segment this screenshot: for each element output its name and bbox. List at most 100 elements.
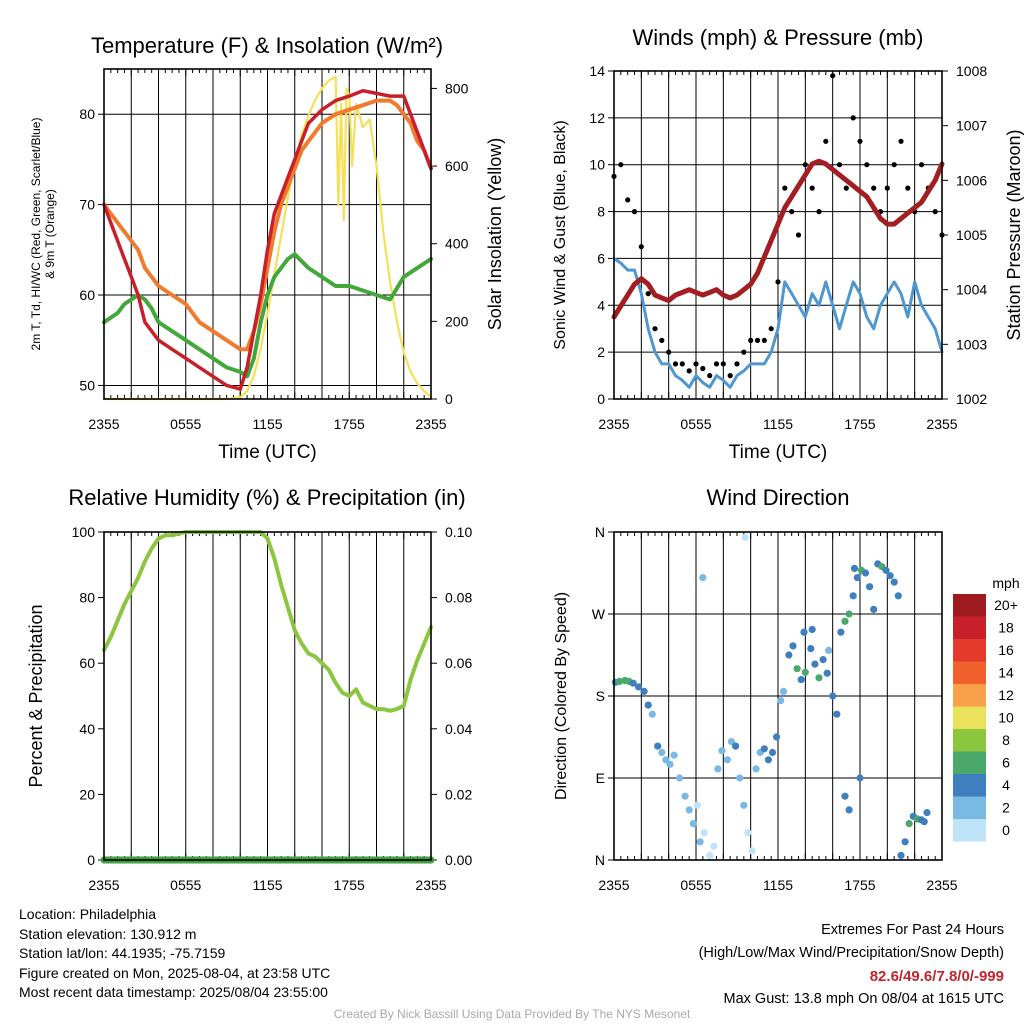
- y-right-tick-label: 0.04: [445, 721, 472, 737]
- gust-point: [707, 373, 713, 379]
- x-tick-label: 1755: [334, 416, 365, 432]
- wind-direction-point: [801, 668, 809, 676]
- gust-point: [618, 162, 624, 168]
- colorbar-level-label: 20+: [994, 597, 1018, 613]
- x-axis-label: Time (UTC): [218, 442, 317, 463]
- colorbar-level-label: 8: [1002, 732, 1010, 748]
- colorbar-level-label: 16: [998, 642, 1014, 658]
- most-recent-timestamp: Most recent data timestamp: 2025/08/04 2…: [19, 984, 328, 1000]
- gust-point: [836, 162, 843, 168]
- gust-point: [672, 361, 679, 367]
- credit-line: Created By Nick Bassill Using Data Provi…: [333, 1007, 691, 1021]
- plot-frame: [103, 68, 432, 400]
- extremes-title: Extremes For Past 24 Hours: [821, 922, 1004, 938]
- wind-direction-point: [829, 692, 837, 700]
- y-tick-label: 80: [79, 106, 95, 122]
- extremes-summary: Extremes For Past 24 Hours (High/Low/Max…: [699, 919, 1004, 1011]
- x-tick-label: 0555: [170, 877, 201, 893]
- dewpoint-line: [102, 252, 433, 379]
- colorbar-level-label: 4: [1002, 777, 1010, 793]
- y-right-tick-label: 1004: [956, 282, 987, 298]
- y-tick-label: 100: [72, 524, 96, 540]
- station-pressure-line: [611, 158, 945, 320]
- y-right-tick-label: 0: [445, 391, 453, 407]
- y-right-tick-label: 1003: [956, 336, 987, 352]
- gust-point: [809, 185, 815, 191]
- wind-direction-point: [833, 710, 841, 718]
- wind-direction-point: [629, 679, 637, 687]
- y-right-axis-label: Station Pressure (Maroon): [1004, 129, 1024, 340]
- colorbar-level-label: 6: [1002, 755, 1010, 771]
- x-tick-label: 0555: [680, 416, 711, 432]
- wind-direction-point: [676, 774, 684, 782]
- chart-title: Winds (mph) & Pressure (mb): [633, 25, 924, 50]
- y-tick-label: E: [596, 770, 605, 786]
- plot-frame: [103, 531, 432, 861]
- x-tick-label: 1155: [252, 416, 282, 432]
- x-tick-label: 1155: [763, 877, 793, 893]
- y-right-axis-label: Solar Insolation (Yellow): [485, 138, 505, 330]
- gust-point: [713, 361, 720, 367]
- wind-direction-point: [815, 674, 823, 682]
- wind-direction-point: [723, 756, 732, 764]
- x-axis-label: Time (UTC): [729, 442, 828, 463]
- wind-direction-point: [744, 829, 752, 837]
- wind-direction-point: [920, 818, 928, 826]
- wind-direction-point: [845, 806, 853, 814]
- x-tick-label: 2355: [926, 877, 957, 893]
- y-tick-label: 2: [597, 344, 605, 360]
- y-right-tick-label: 400: [445, 236, 469, 252]
- wind-direction-point: [736, 774, 744, 782]
- x-tick-label: 1755: [334, 877, 365, 893]
- y-right-tick-label: 0.08: [445, 590, 472, 606]
- colorbar-level-label: 2: [1002, 800, 1010, 816]
- y-right-tick-label: 1002: [956, 391, 987, 407]
- gust-point: [638, 244, 644, 250]
- wind-direction-point: [841, 792, 849, 800]
- colorbar-swatch: [953, 819, 986, 842]
- station-elevation: Station elevation: 130.912 m: [19, 925, 197, 942]
- x-tick-label: 2355: [415, 877, 446, 893]
- colorbar-swatch: [953, 774, 986, 797]
- gust-point: [666, 349, 672, 355]
- wind-direction-point: [886, 572, 894, 580]
- chart-title: Wind Direction: [706, 485, 849, 510]
- wind-direction-point: [897, 851, 905, 860]
- wind-direction-point: [654, 742, 662, 750]
- wind-direction-point: [901, 838, 909, 846]
- gust-point: [843, 185, 849, 191]
- y-tick-label: 0: [87, 852, 95, 868]
- figure-created: Figure created on Mon, 2025-08-04, at 23…: [19, 964, 331, 981]
- wind-direction-point: [785, 651, 793, 659]
- wind-direction-point: [658, 748, 666, 757]
- extremes-values: 82.6/49.6/7.8/0/-999: [869, 968, 1004, 985]
- wind-direction-point: [710, 842, 718, 850]
- x-tick-label: 2355: [88, 416, 119, 432]
- y-right-tick-label: 0.06: [445, 655, 472, 671]
- colorbar-swatch: [953, 751, 986, 774]
- wind-direction-point: [670, 751, 678, 759]
- wind-direction-point: [764, 756, 773, 764]
- x-tick-label: 2355: [598, 416, 629, 432]
- wind-direction-point: [648, 710, 656, 718]
- wind-direction-point: [789, 642, 797, 650]
- y-right-tick-label: 0.02: [445, 786, 472, 802]
- gust-point: [850, 115, 856, 121]
- chart-title: Relative Humidity (%) & Precipitation (i…: [68, 485, 465, 510]
- colorbar-level-label: 12: [998, 687, 1014, 703]
- gust-point: [802, 162, 808, 168]
- gust-point: [631, 209, 638, 215]
- wind-direction-point: [849, 592, 857, 600]
- wind-direction-point: [666, 760, 674, 768]
- wind-direction-panel: 2355 0555 1155 1755 2355 N E S W N Wind Direction D…: [553, 485, 1020, 893]
- station-info: Location: Philadelphia Station elevation…: [19, 905, 330, 1003]
- gust-point: [823, 138, 829, 144]
- gust-point: [871, 185, 877, 191]
- gust-point: [782, 185, 788, 191]
- wind-direction-point: [890, 578, 898, 586]
- y-tick-label: 10: [589, 157, 605, 173]
- wind-direction-point: [706, 851, 714, 860]
- gust-point: [864, 162, 870, 168]
- gust-point: [830, 73, 836, 79]
- x-tick-label: 1155: [252, 877, 282, 893]
